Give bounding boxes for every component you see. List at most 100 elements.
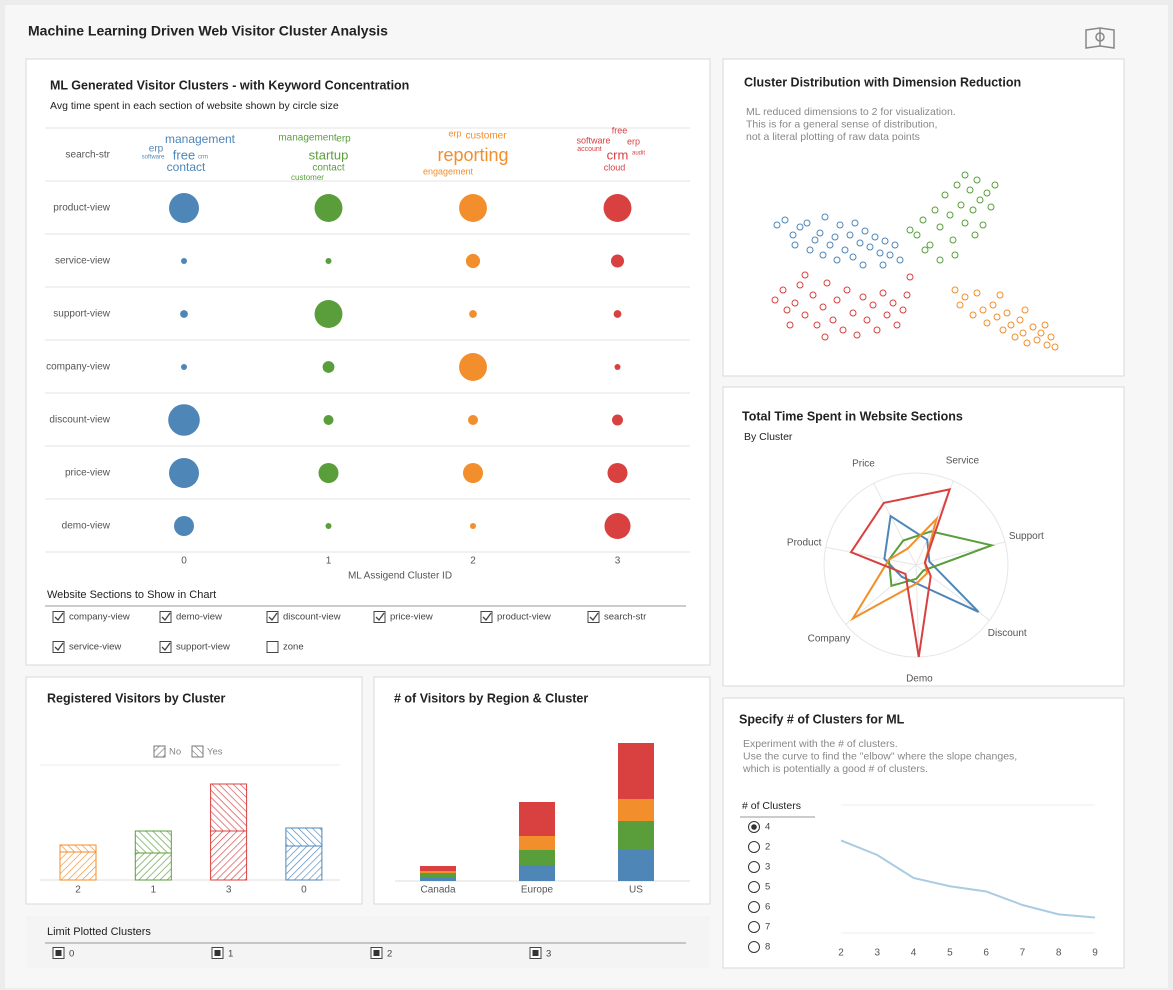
bar-segment xyxy=(420,877,456,881)
bar-segment xyxy=(285,845,323,881)
checkbox[interactable] xyxy=(159,641,172,653)
scatter-point xyxy=(1019,329,1027,337)
book-icon[interactable] xyxy=(1085,27,1115,49)
radio-ring[interactable] xyxy=(748,881,760,893)
scatter-point xyxy=(936,223,944,231)
bar-segment xyxy=(134,852,172,881)
scatter-point xyxy=(801,271,809,279)
scatter-point xyxy=(1021,306,1029,314)
scatter-point xyxy=(883,311,891,319)
checkbox-check[interactable] xyxy=(589,612,599,622)
panel xyxy=(25,58,711,666)
scatter-point xyxy=(979,306,987,314)
radio[interactable] xyxy=(748,881,760,893)
checkbox-check[interactable] xyxy=(375,612,385,622)
checkbox-fill[interactable] xyxy=(55,950,62,956)
checkbox[interactable] xyxy=(370,947,383,959)
scatter-point xyxy=(803,219,811,227)
scatter-point xyxy=(831,233,839,241)
bubble xyxy=(174,516,194,536)
checkbox-box[interactable] xyxy=(266,641,279,653)
scatter-point xyxy=(843,286,851,294)
checkbox-box[interactable] xyxy=(52,641,65,653)
x-tick-label: 8 xyxy=(1056,948,1062,959)
radio[interactable] xyxy=(748,941,760,953)
radio-dot[interactable] xyxy=(751,824,757,830)
checkbox[interactable] xyxy=(266,641,279,653)
scatter-point xyxy=(859,293,867,301)
checkbox-box[interactable] xyxy=(373,611,386,623)
checkbox-box[interactable] xyxy=(587,611,600,623)
scatter-point xyxy=(1037,329,1045,337)
checkbox[interactable] xyxy=(52,641,65,653)
radio[interactable] xyxy=(748,821,760,833)
filter-option: discount-view xyxy=(283,612,341,623)
filter-option: demo-view xyxy=(176,612,222,623)
checkbox-box[interactable] xyxy=(159,641,172,653)
x-tick-label: 2 xyxy=(470,556,476,567)
scatter-point xyxy=(816,229,824,237)
checkbox-fill[interactable] xyxy=(373,950,380,956)
checkbox[interactable] xyxy=(211,947,224,959)
checkbox-check[interactable] xyxy=(161,612,171,622)
checkbox[interactable] xyxy=(480,611,493,623)
checkbox[interactable] xyxy=(587,611,600,623)
checkbox[interactable] xyxy=(52,947,65,959)
radio-option: 8 xyxy=(765,942,770,953)
checkbox[interactable] xyxy=(52,611,65,623)
chart-subtitle: Use the curve to find the "elbow" where … xyxy=(743,750,1017,762)
checkbox-box[interactable] xyxy=(480,611,493,623)
scatter-point xyxy=(851,219,859,227)
bubble xyxy=(469,310,477,318)
scatter-point xyxy=(781,216,789,224)
keyword: management xyxy=(278,133,337,144)
radio[interactable] xyxy=(748,901,760,913)
checkbox-check[interactable] xyxy=(161,642,171,652)
scatter-point xyxy=(806,246,814,254)
chart-subtitle: Experiment with the # of clusters. xyxy=(743,738,898,750)
checkbox-check[interactable] xyxy=(268,612,278,622)
checkbox-fill[interactable] xyxy=(532,950,539,956)
scatter-point xyxy=(969,206,977,214)
checkbox-check[interactable] xyxy=(54,612,64,622)
checkbox-box[interactable] xyxy=(52,611,65,623)
checkbox-box[interactable] xyxy=(266,611,279,623)
bubble xyxy=(613,310,622,318)
radio-ring[interactable] xyxy=(748,861,760,873)
checkbox-check[interactable] xyxy=(482,612,492,622)
radio[interactable] xyxy=(748,921,760,933)
bubble xyxy=(459,194,487,222)
scatter-point xyxy=(871,233,879,241)
scatter-point xyxy=(1051,343,1059,351)
checkbox[interactable] xyxy=(373,611,386,623)
bubble xyxy=(325,523,332,529)
row-label: product-view xyxy=(53,203,110,214)
radio[interactable] xyxy=(748,861,760,873)
radio-ring[interactable] xyxy=(748,901,760,913)
scatter-point xyxy=(899,306,907,314)
checkbox[interactable] xyxy=(159,611,172,623)
bubble xyxy=(603,194,632,222)
bar-segment xyxy=(519,865,555,881)
scatter-point xyxy=(859,261,867,269)
checkbox-check[interactable] xyxy=(54,642,64,652)
keyword: erp xyxy=(336,134,351,145)
filter-option: 3 xyxy=(546,949,551,960)
keyword: crm xyxy=(198,155,208,161)
chart-title: ML Generated Visitor Clusters - with Key… xyxy=(50,78,409,92)
radio-option: 2 xyxy=(765,842,770,853)
scatter-point xyxy=(849,253,857,261)
checkbox[interactable] xyxy=(529,947,542,959)
checkbox[interactable] xyxy=(266,611,279,623)
radio-ring[interactable] xyxy=(748,921,760,933)
bar-segment xyxy=(420,873,456,877)
radio-ring[interactable] xyxy=(748,941,760,953)
keyword: crm xyxy=(607,147,629,162)
radio-ring[interactable] xyxy=(748,841,760,853)
checkbox-box[interactable] xyxy=(159,611,172,623)
checkbox-fill[interactable] xyxy=(214,950,221,956)
scatter-point xyxy=(779,286,787,294)
filter-option: price-view xyxy=(390,612,433,623)
radio[interactable] xyxy=(748,841,760,853)
